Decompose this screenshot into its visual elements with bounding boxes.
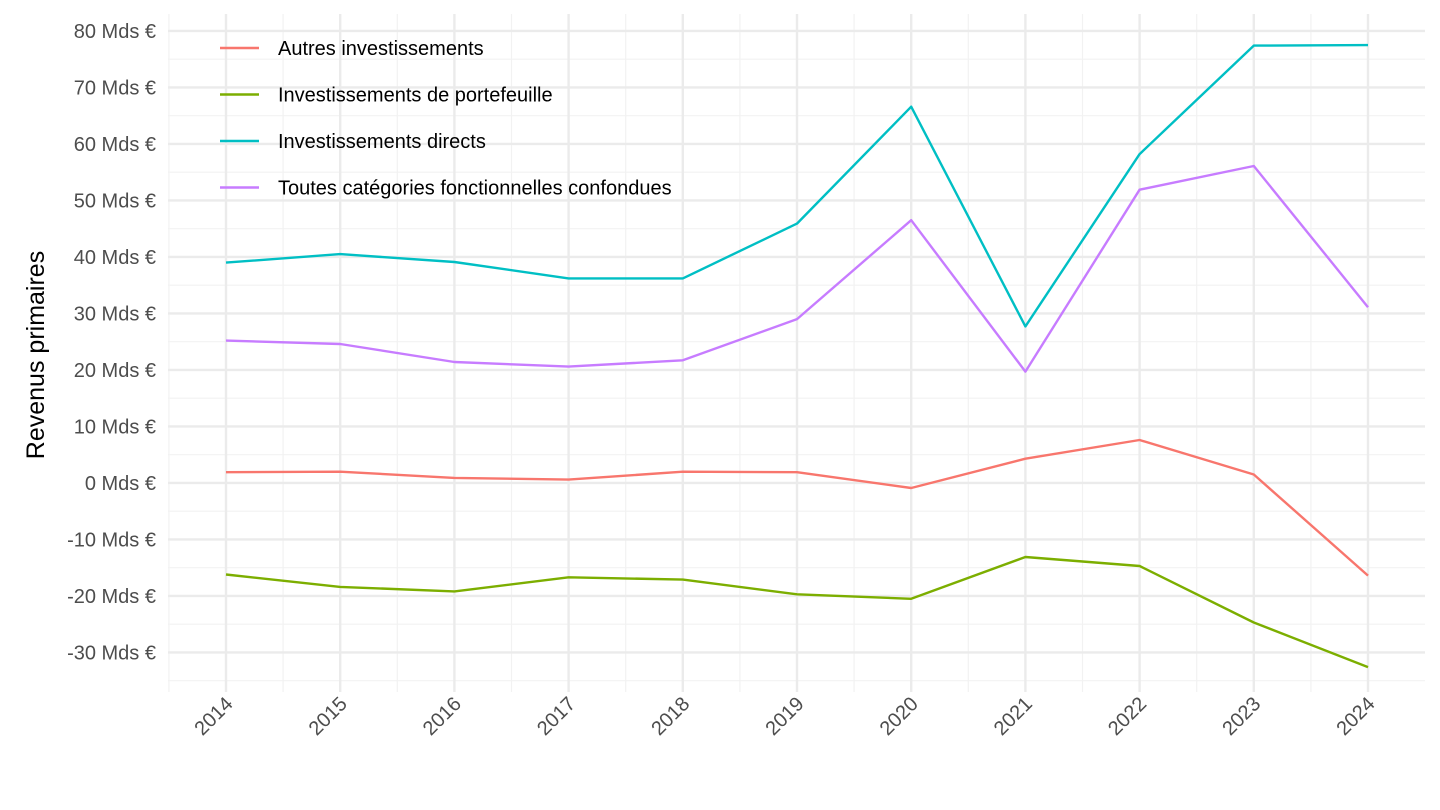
y-tick-label: 30 Mds € bbox=[74, 303, 156, 325]
legend: Autres investissements Investissements de… bbox=[220, 38, 672, 200]
x-tick-label: 2016 bbox=[419, 693, 466, 740]
legend-item: Investissements directs bbox=[220, 131, 486, 153]
x-tick-label: 2015 bbox=[305, 693, 352, 740]
series-line-autres-investissements bbox=[225, 438, 1369, 577]
legend-label: Investissements de portefeuille bbox=[278, 85, 553, 107]
y-axis-title: Revenus primaires bbox=[22, 251, 50, 459]
legend-item: Autres investissements bbox=[220, 38, 484, 60]
y-tick-label: 0 Mds € bbox=[85, 473, 156, 495]
y-tick-label: 70 Mds € bbox=[74, 77, 156, 99]
y-axis-tick-labels: 80 Mds € 70 Mds € 60 Mds € 50 Mds € 40 Mds €… bbox=[67, 21, 156, 665]
series-line-investissements-directs bbox=[225, 43, 1369, 328]
x-tick-label: 2022 bbox=[1104, 693, 1151, 740]
y-tick-label: 10 Mds € bbox=[74, 416, 156, 438]
y-tick-label: 40 Mds € bbox=[74, 247, 156, 269]
y-tick-label: 60 Mds € bbox=[74, 134, 156, 156]
x-tick-label: 2017 bbox=[533, 693, 580, 740]
y-tick-label: 20 Mds € bbox=[74, 360, 156, 382]
legend-item: Investissements de portefeuille bbox=[220, 85, 553, 107]
series-line-toutes-categories-fonctionnelles-confondues bbox=[225, 164, 1369, 373]
y-tick-label: 80 Mds € bbox=[74, 21, 156, 43]
x-tick-label: 2023 bbox=[1218, 693, 1265, 740]
legend-label: Investissements directs bbox=[278, 131, 486, 153]
legend-label: Autres investissements bbox=[278, 38, 484, 60]
y-tick-label: -30 Mds € bbox=[67, 642, 156, 664]
y-tick-label: -20 Mds € bbox=[67, 586, 156, 608]
y-tick-label: -10 Mds € bbox=[67, 529, 156, 551]
grid-major bbox=[168, 14, 1425, 692]
legend-label: Toutes catégories fonctionnelles confond… bbox=[278, 178, 672, 200]
legend-item: Toutes catégories fonctionnelles confond… bbox=[220, 178, 672, 200]
x-axis-tick-labels: 2014 2015 2016 2017 2018 2019 2020 2021 2022 2023… bbox=[191, 693, 1380, 740]
x-tick-label: 2024 bbox=[1333, 693, 1380, 740]
x-tick-label: 2014 bbox=[191, 693, 238, 740]
x-tick-label: 2018 bbox=[647, 693, 694, 740]
x-tick-label: 2020 bbox=[876, 693, 923, 740]
y-tick-label: 50 Mds € bbox=[74, 190, 156, 212]
x-tick-label: 2021 bbox=[990, 693, 1037, 740]
series-line-investissements-de-portefeuille bbox=[225, 555, 1369, 669]
x-tick-label: 2019 bbox=[762, 693, 809, 740]
series-lines bbox=[225, 43, 1369, 669]
